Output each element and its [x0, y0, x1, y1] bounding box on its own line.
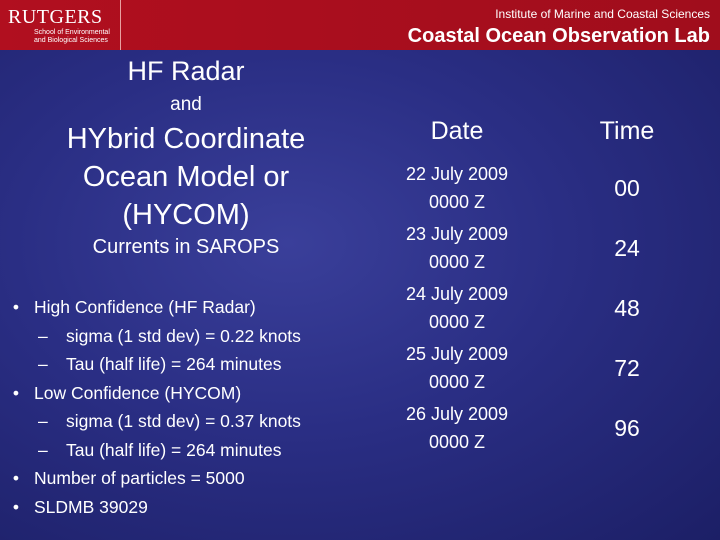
sub-bullet-item: – sigma (1 std dev) = 0.22 knots: [6, 322, 376, 351]
title-currents: Currents in SAROPS: [92, 236, 280, 258]
dash-icon: –: [38, 439, 48, 460]
table-row: 26 July 2009 0000 Z 96: [374, 398, 714, 458]
date-cell: 22 July 2009 0000 Z: [405, 164, 509, 212]
time-cell: 00: [614, 174, 640, 201]
time-cell: 72: [614, 354, 640, 381]
table-row: 24 July 2009 0000 Z 48: [374, 278, 714, 338]
sub-bullet-item: – Tau (half life) = 264 minutes: [6, 436, 376, 465]
logo-sub-line1: School of Environmental: [34, 29, 110, 36]
table-row: 25 July 2009 0000 Z 72: [374, 338, 714, 398]
bullet-item: • SLDMB 39029: [6, 493, 376, 522]
bullet-item: • Low Confidence (HYCOM): [6, 379, 376, 408]
rutgers-logo: RUTGERS School of Environmental and Biol…: [0, 0, 121, 50]
header-banner: RUTGERS School of Environmental and Biol…: [0, 0, 720, 50]
title-hycom-line2: Ocean Model or: [82, 161, 290, 193]
time-cell: 24: [614, 234, 640, 261]
dash-icon: –: [38, 325, 48, 346]
dash-icon: –: [38, 354, 48, 374]
time-cell: 48: [614, 294, 640, 321]
header-date: Date: [430, 117, 484, 145]
bullet-item: • Number of particles = 5000: [6, 464, 376, 493]
title-hf-radar: HF Radar: [127, 56, 245, 86]
date-cell: 26 July 2009 0000 Z: [405, 404, 509, 452]
table-row: 23 July 2009 0000 Z 24: [374, 218, 714, 278]
title-hycom: HYbrid Coordinate Ocean Model or (HYCOM): [30, 120, 342, 234]
title-and: and: [170, 94, 202, 115]
bullet-dot-icon: •: [12, 382, 20, 403]
date-cell: 25 July 2009 0000 Z: [405, 344, 509, 392]
lab-name: Coastal Ocean Observation Lab: [407, 25, 710, 47]
sub-bullet-item: – sigma (1 std dev) = 0.37 knots: [6, 407, 376, 436]
logo-main-text: RUTGERS: [8, 6, 103, 28]
sub-bullet-item: – Tau (half life) = 264 minutes: [6, 350, 376, 379]
bullet-list: • High Confidence (HF Radar) – sigma (1 st…: [6, 293, 376, 521]
date-cell: 24 July 2009 0000 Z: [405, 284, 509, 332]
institute-name: Institute of Marine and Coastal Sciences: [495, 7, 710, 21]
bullet-dot-icon: •: [12, 297, 20, 317]
dash-icon: –: [38, 411, 48, 431]
bullet-item: • High Confidence (HF Radar): [6, 293, 376, 322]
bullet-dot-icon: •: [12, 496, 20, 517]
logo-subtitle: School of Environmental and Biological S…: [34, 29, 118, 45]
time-cell: 96: [614, 414, 640, 441]
table-header-row: Date Time: [374, 104, 714, 158]
title-hycom-line1: HYbrid Coordinate: [66, 123, 306, 155]
forecast-table: Date Time 22 July 2009 0000 Z 00 23 July …: [374, 104, 714, 458]
logo-sub-line2: and Biological Sciences: [34, 37, 108, 44]
table-row: 22 July 2009 0000 Z 00: [374, 158, 714, 218]
header-time: Time: [599, 116, 655, 145]
title-hycom-line3: (HYCOM): [122, 199, 250, 231]
bullet-dot-icon: •: [12, 468, 20, 488]
date-cell: 23 July 2009 0000 Z: [405, 224, 509, 272]
